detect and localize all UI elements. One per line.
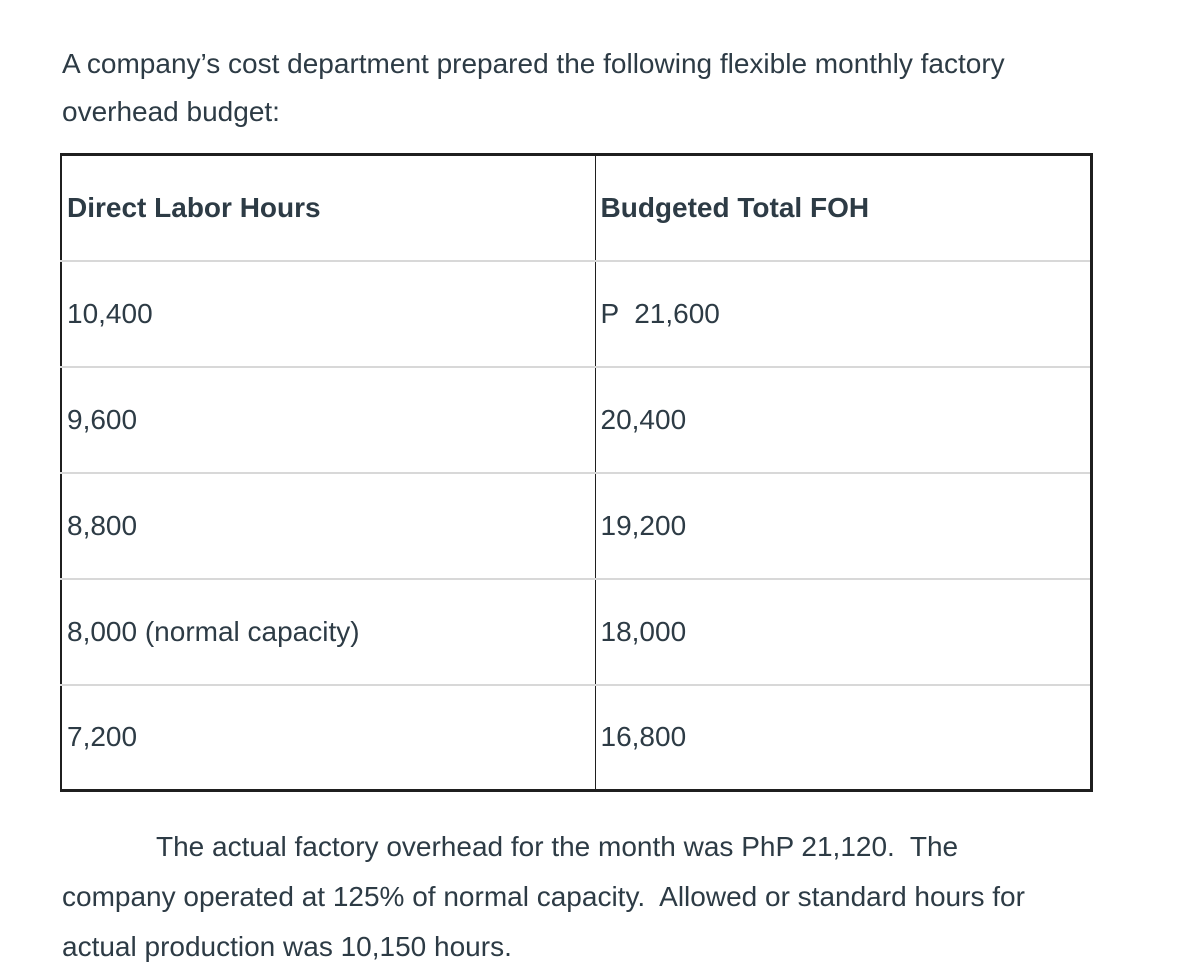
cell-budgeted-foh: 16,800 xyxy=(595,683,1091,791)
cell-labor-hours: 8,800 xyxy=(61,471,596,579)
table-header-row: Direct Labor Hours Budgeted Total FOH xyxy=(61,154,1091,261)
closing-line-3: actual production was 10,150 hours. xyxy=(62,931,512,962)
header-budgeted-total-foh: Budgeted Total FOH xyxy=(600,191,870,223)
cell-labor-hours: 9,600 xyxy=(61,365,596,473)
cell-budgeted-foh: 20,400 xyxy=(595,365,1091,473)
cell-budgeted-foh: 18,000 xyxy=(595,577,1091,685)
table-row: 7,200 16,800 xyxy=(61,683,1091,791)
cell-labor-hours: 8,000 (normal capacity) xyxy=(61,577,596,685)
header-direct-labor-hours: Direct Labor Hours xyxy=(61,154,596,261)
intro-line-2: overhead budget: xyxy=(62,96,280,127)
closing-line-1: The actual factory overhead for the mont… xyxy=(156,831,959,862)
table-row: 8,800 19,200 xyxy=(61,471,1091,579)
cell-labor-hours: 10,400 xyxy=(61,259,596,367)
flexible-budget-table: Direct Labor Hours Budgeted Total FOH 10… xyxy=(60,153,1093,792)
table-row: 10,400 P 21,600 xyxy=(61,259,1091,367)
intro-paragraph: A company’s cost department prepared the… xyxy=(62,40,1005,136)
intro-line-1: A company’s cost department prepared the… xyxy=(62,48,1005,79)
cell-labor-hours: 7,200 xyxy=(61,683,596,791)
cell-budgeted-foh: 19,200 xyxy=(595,471,1091,579)
cell-budgeted-foh: P 21,600 xyxy=(595,259,1091,367)
table-row: 8,000 (normal capacity) 18,000 xyxy=(61,577,1091,685)
closing-line-2: company operated at 125% of normal capac… xyxy=(62,881,1025,912)
table-row: 9,600 20,400 xyxy=(61,365,1091,473)
closing-paragraph: The actual factory overhead for the mont… xyxy=(62,822,1172,972)
